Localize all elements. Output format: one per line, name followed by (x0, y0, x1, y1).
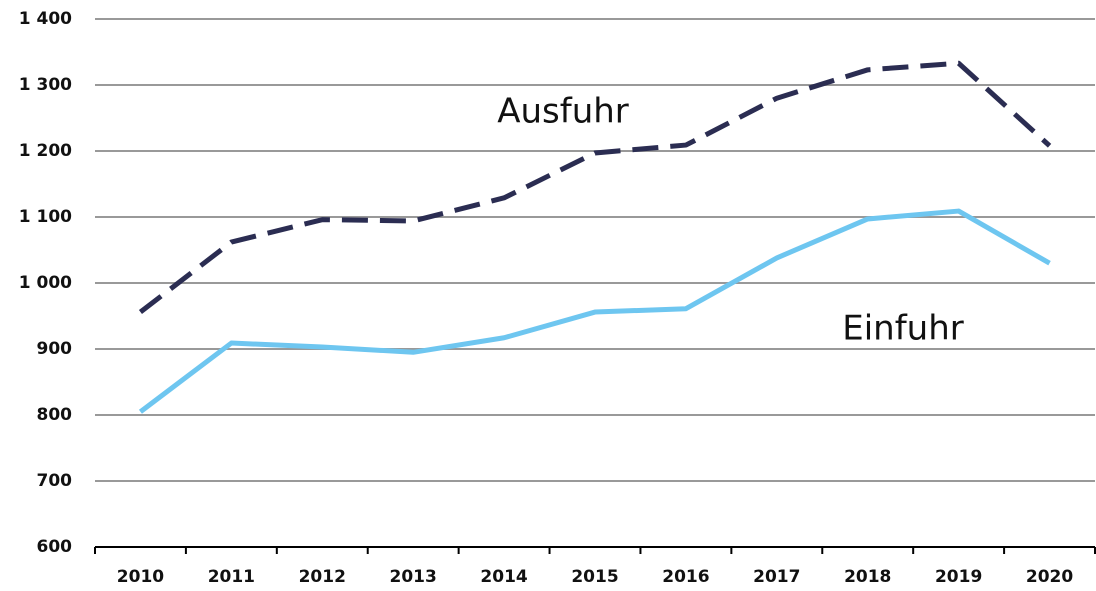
x-tick-label: 2018 (844, 567, 891, 587)
y-tick-label: 800 (37, 405, 73, 425)
x-tick-label: 2012 (299, 567, 346, 587)
y-tick-label: 1 300 (19, 75, 72, 95)
x-tick-label: 2015 (571, 567, 618, 587)
y-tick-label: 1 400 (19, 9, 72, 29)
x-tick-label: 2017 (753, 567, 800, 587)
x-tick-label: 2020 (1026, 567, 1073, 587)
x-tick-label: 2019 (935, 567, 982, 587)
y-tick-label: 700 (37, 471, 73, 491)
series-annotation: Einfuhr (842, 309, 964, 349)
x-tick-label: 2013 (390, 567, 437, 587)
x-tick-label: 2011 (208, 567, 255, 587)
y-tick-label: 1 100 (19, 207, 72, 227)
y-tick-label: 600 (37, 537, 73, 557)
x-tick-label: 2010 (117, 567, 164, 587)
series-line (138, 208, 1051, 414)
x-tick-label: 2016 (662, 567, 709, 587)
y-tick-label: 900 (37, 339, 73, 359)
y-tick-label: 1 200 (19, 141, 72, 161)
x-tick-label: 2014 (480, 567, 527, 587)
y-tick-label: 1 000 (19, 273, 72, 293)
series-annotation: Ausfuhr (497, 92, 629, 132)
series-line (138, 60, 1052, 315)
